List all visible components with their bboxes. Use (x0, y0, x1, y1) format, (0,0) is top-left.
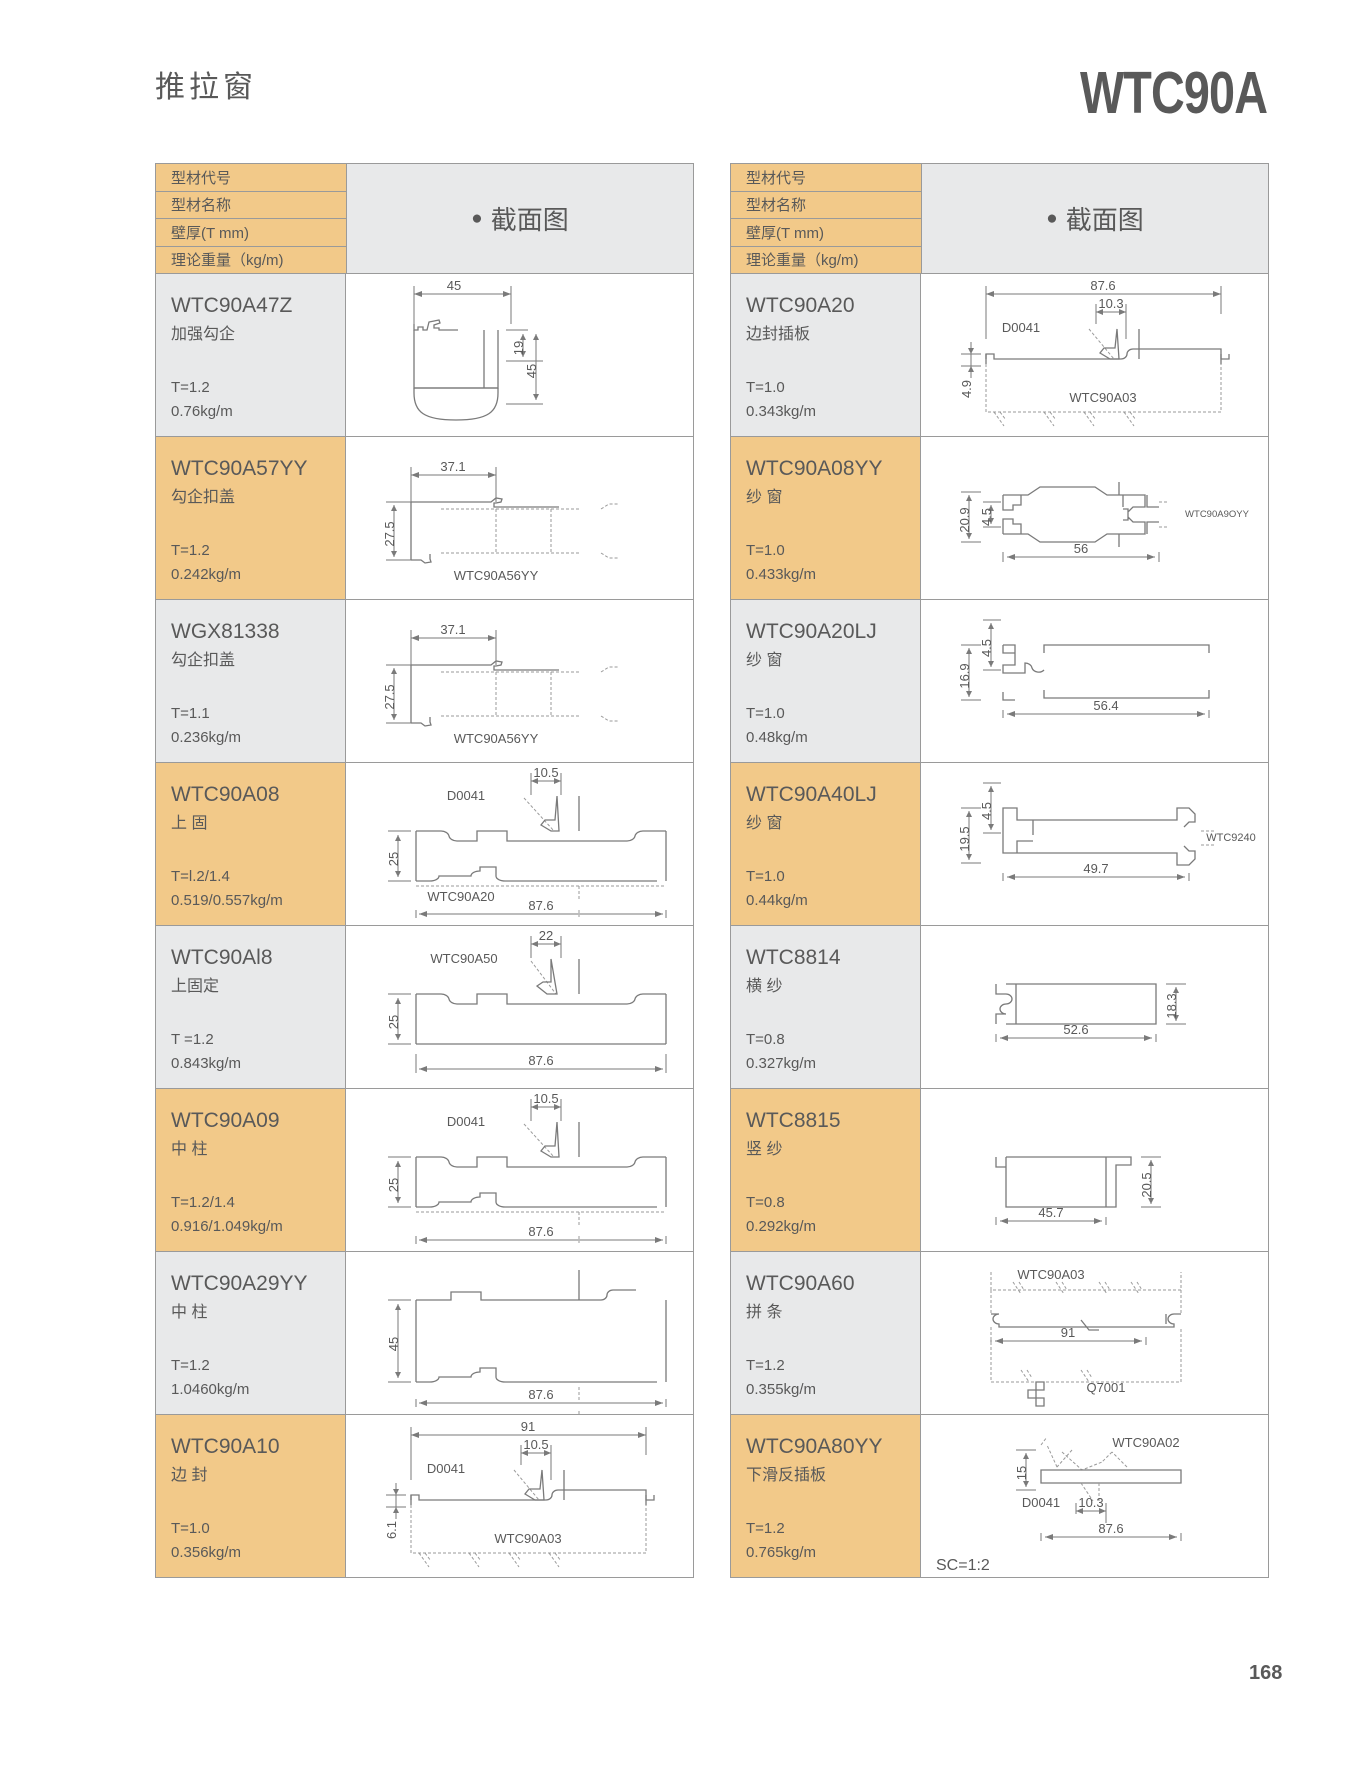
svg-text:WTC90A03: WTC90A03 (1017, 1267, 1084, 1282)
svg-text:WTC90A03: WTC90A03 (1069, 390, 1136, 405)
svg-text:WTC90A20: WTC90A20 (427, 889, 494, 904)
svg-text:4.5: 4.5 (979, 802, 994, 820)
svg-text:49.7: 49.7 (1083, 861, 1108, 876)
svg-text:45: 45 (386, 1337, 401, 1351)
svg-text:10.3: 10.3 (1078, 1495, 1103, 1510)
svg-text:45: 45 (447, 278, 461, 293)
svg-text:25: 25 (386, 1015, 401, 1029)
svg-text:45.7: 45.7 (1038, 1205, 1063, 1220)
svg-text:4.5: 4.5 (979, 639, 994, 657)
svg-text:WTC90A9OYY: WTC90A9OYY (1185, 509, 1250, 520)
svg-text:D0041: D0041 (447, 788, 485, 803)
svg-text:WTC9240: WTC9240 (1206, 832, 1256, 844)
svg-text:18.3: 18.3 (1164, 993, 1179, 1018)
svg-text:WTC90A50: WTC90A50 (430, 951, 497, 966)
svg-text:6.1: 6.1 (384, 1521, 399, 1539)
svg-text:87.6: 87.6 (528, 898, 553, 913)
svg-text:D0041: D0041 (1002, 320, 1040, 335)
svg-text:20.5: 20.5 (1139, 1172, 1154, 1197)
svg-text:87.6: 87.6 (1090, 278, 1115, 293)
svg-text:10.5: 10.5 (523, 1437, 548, 1452)
svg-text:10.5: 10.5 (533, 765, 558, 780)
svg-text:25: 25 (386, 1178, 401, 1192)
svg-text:D0041: D0041 (427, 1461, 465, 1476)
svg-text:45: 45 (524, 364, 539, 378)
svg-text:D0041: D0041 (447, 1114, 485, 1129)
svg-text:D0041: D0041 (1022, 1495, 1060, 1510)
svg-text:27.5: 27.5 (382, 684, 397, 709)
svg-text:22: 22 (539, 928, 553, 943)
svg-text:WTC90A02: WTC90A02 (1112, 1435, 1179, 1450)
svg-text:19: 19 (511, 341, 526, 355)
svg-text:56: 56 (1074, 541, 1088, 556)
svg-text:91: 91 (1061, 1325, 1075, 1340)
svg-text:27.5: 27.5 (382, 521, 397, 546)
svg-text:19.5: 19.5 (957, 826, 972, 851)
svg-text:4.9: 4.9 (959, 380, 974, 398)
svg-text:WTC90A56YY: WTC90A56YY (454, 731, 539, 746)
svg-text:37.1: 37.1 (440, 622, 465, 637)
svg-text:87.6: 87.6 (1098, 1521, 1123, 1536)
svg-text:87.6: 87.6 (528, 1053, 553, 1068)
svg-text:25: 25 (386, 852, 401, 866)
svg-text:15: 15 (1014, 1466, 1029, 1480)
svg-text:10.3: 10.3 (1098, 296, 1123, 311)
svg-text:56.4: 56.4 (1093, 698, 1118, 713)
svg-text:WTC90A03: WTC90A03 (494, 1531, 561, 1546)
svg-text:Q7001: Q7001 (1086, 1380, 1125, 1395)
svg-text:87.6: 87.6 (528, 1224, 553, 1239)
svg-text:SC=1:2: SC=1:2 (936, 1557, 990, 1574)
svg-text:16.9: 16.9 (957, 663, 972, 688)
svg-text:91: 91 (521, 1419, 535, 1434)
svg-text:37.1: 37.1 (440, 459, 465, 474)
svg-text:87.6: 87.6 (528, 1387, 553, 1402)
svg-text:52.6: 52.6 (1063, 1022, 1088, 1037)
svg-text:20.9: 20.9 (957, 507, 972, 532)
svg-text:10.5: 10.5 (533, 1091, 558, 1106)
svg-text:4.5: 4.5 (979, 508, 994, 526)
svg-text:WTC90A56YY: WTC90A56YY (454, 568, 539, 583)
